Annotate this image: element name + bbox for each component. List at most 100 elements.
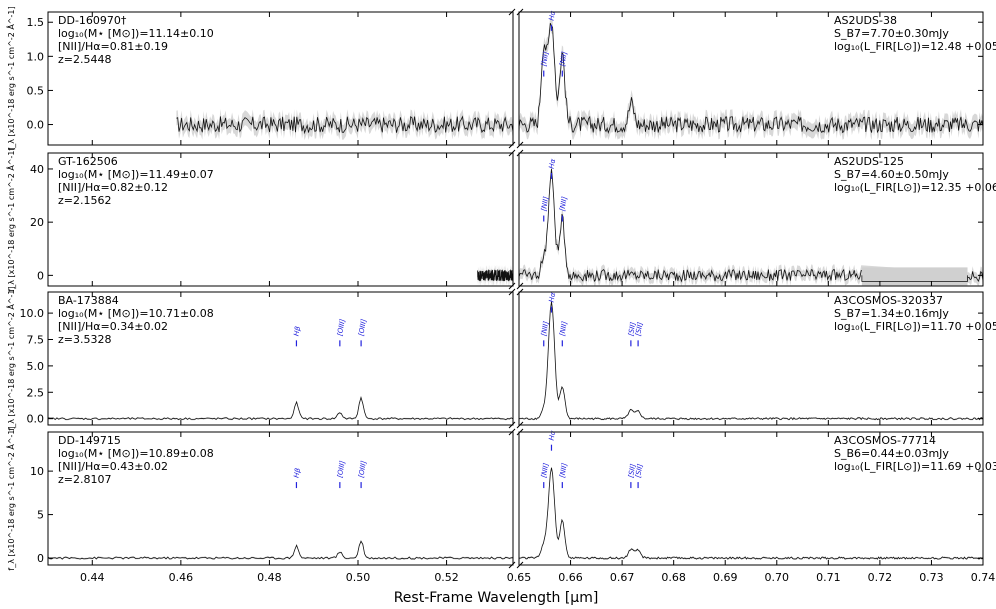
line-label-0: Hβ bbox=[293, 467, 303, 478]
frame-left bbox=[47, 11, 514, 146]
x-axis-label: Rest-Frame Wavelength [μm] bbox=[394, 590, 599, 606]
panel-annotation-left: GT-162506 bbox=[58, 155, 118, 168]
panel-annotation-left: DD-160970† bbox=[58, 14, 127, 27]
ytick-label: 5.0 bbox=[27, 360, 45, 373]
line-label-0: Hβ bbox=[293, 325, 303, 336]
spectrum-right bbox=[518, 301, 984, 421]
panel-annotation-left: z=2.1562 bbox=[58, 194, 111, 207]
gap-step bbox=[861, 275, 968, 282]
xtick-label: 0.73 bbox=[919, 571, 944, 584]
line-label-5: [NII] bbox=[558, 320, 568, 336]
panel-annotation-left: z=2.5448 bbox=[58, 53, 111, 66]
xtick-label: 0.69 bbox=[713, 571, 738, 584]
panel-BA-173884: Hβ [OIII] [OIII] Hα [NII] [NII] [SII][SII] 0.0 2… bbox=[5, 286, 996, 430]
ytick-label: 40 bbox=[30, 163, 44, 176]
panel-annotation-left: [NII]/Hα=0.43±0.02 bbox=[58, 460, 168, 473]
frame-right bbox=[518, 11, 984, 146]
break-mark-l0 bbox=[508, 149, 516, 157]
y-axis-label: f_λ [x10^-18 erg s^-1 cm^-2 Å^-1] bbox=[5, 6, 16, 150]
break-mark-l0 bbox=[508, 8, 516, 16]
y-axis-label: f_λ [x10^-18 erg s^-1 cm^-2 Å^-1] bbox=[5, 286, 16, 430]
panel-annotation-right: A3COSMOS-77714 bbox=[834, 434, 936, 447]
line-label-6: [SII] bbox=[627, 463, 637, 478]
line-label-3: Hα bbox=[548, 291, 558, 302]
frame-right bbox=[518, 152, 984, 287]
line-label-7: [SII] bbox=[634, 321, 644, 336]
spectrum-left bbox=[176, 115, 514, 135]
panel-annotation-left: log₁₀(M⋆ [M⊙])=11.49±0.07 bbox=[58, 168, 214, 181]
y-axis-label: f_λ [x10^-18 erg s^-1 cm^-2 Å^-1] bbox=[5, 426, 16, 570]
break-mark-l1 bbox=[508, 561, 516, 569]
xtick-label: 0.70 bbox=[765, 571, 790, 584]
panel-annotation-right: S_B7=7.70±0.30mJy bbox=[834, 27, 949, 40]
spectrum-right bbox=[518, 22, 984, 134]
x-axis: 0.44 0.46 0.48 0.50 0.52 0.65 0.66 0.67 0.68 0.69… bbox=[80, 571, 995, 584]
break-mark-r0 bbox=[516, 428, 524, 436]
panel-annotation-right: AS2UDS-125 bbox=[834, 155, 904, 168]
error-band-left bbox=[48, 396, 513, 421]
break-mark-l1 bbox=[508, 141, 516, 149]
xtick-label: 0.71 bbox=[816, 571, 841, 584]
line-label-4: [NII] bbox=[540, 320, 550, 336]
ytick-label: 5 bbox=[37, 509, 44, 522]
panels-group: Hα [NII] [NII] 0.0 0.5 1.0 1.5 f_λ [x10^-18 erg… bbox=[5, 6, 996, 570]
panel-annotation-right: S_B7=1.34±0.16mJy bbox=[834, 307, 949, 320]
panel-GT-162506: Hα [NII] [NII] 0 20 40 f_λ [x10^-18 erg s^-1 c… bbox=[5, 147, 996, 291]
frame-left bbox=[47, 431, 514, 566]
line-label-5: [NII] bbox=[558, 462, 568, 478]
xtick-label: 0.72 bbox=[868, 571, 893, 584]
panel-annotation-left: [NII]/Hα=0.82±0.12 bbox=[58, 181, 168, 194]
panel-annotation-right: log₁₀(L_FIR[L⊙])=12.48 +0.05 −0.06 bbox=[834, 40, 996, 53]
frame-right bbox=[518, 291, 984, 426]
frame-left bbox=[47, 152, 514, 287]
panel-annotation-left: [NII]/Hα=0.34±0.02 bbox=[58, 320, 168, 333]
line-label-1: [NII] bbox=[540, 51, 550, 67]
panel-annotation-right: log₁₀(L_FIR[L⊙])=11.70 +0.05 −0.06 bbox=[834, 320, 996, 333]
line-label-0: Hα bbox=[548, 158, 558, 169]
panel-annotation-right: A3COSMOS-320337 bbox=[834, 294, 943, 307]
ytick-label: 0.0 bbox=[27, 119, 45, 132]
break-mark-r1 bbox=[516, 282, 524, 290]
ytick-label: 10.0 bbox=[20, 307, 45, 320]
error-band-right bbox=[519, 15, 983, 140]
line-label-1: [OIII] bbox=[336, 460, 347, 479]
ytick-label: 1.5 bbox=[27, 16, 45, 29]
panel-annotation-right: log₁₀(L_FIR[L⊙])=11.69 +0.03 −0.03 bbox=[834, 460, 996, 473]
xtick-label: 0.74 bbox=[971, 571, 996, 584]
error-band-right bbox=[519, 466, 983, 560]
xtick-label: 0.67 bbox=[610, 571, 635, 584]
panel-annotation-left: [NII]/Hα=0.81±0.19 bbox=[58, 40, 168, 53]
line-label-2: [NII] bbox=[558, 196, 568, 212]
xtick-label: 0.44 bbox=[80, 571, 105, 584]
line-label-2: [OIII] bbox=[357, 318, 368, 337]
ytick-label: 1.0 bbox=[27, 50, 45, 63]
break-mark-r1 bbox=[516, 141, 524, 149]
panel-annotation-left: BA-173884 bbox=[58, 294, 119, 307]
ytick-label: 0.5 bbox=[27, 84, 45, 97]
ytick-label: 10 bbox=[30, 465, 44, 478]
xtick-label: 0.46 bbox=[169, 571, 194, 584]
panel-annotation-left: z=2.8107 bbox=[58, 473, 111, 486]
break-mark-l1 bbox=[508, 282, 516, 290]
line-label-0: Hα bbox=[548, 10, 558, 21]
panel-annotation-right: S_B7=4.60±0.50mJy bbox=[834, 168, 949, 181]
gap-band bbox=[861, 267, 968, 286]
line-label-1: [NII] bbox=[540, 196, 550, 212]
panel-DD-149715: Hβ [OIII] [OIII] Hα [NII] [NII] [SII][SII] 0 5 10… bbox=[5, 426, 996, 570]
ytick-label: 0 bbox=[37, 552, 44, 565]
xtick-label: 0.66 bbox=[558, 571, 583, 584]
panel-annotation-right: log₁₀(L_FIR[L⊙])=12.35 +0.06 −0.06 bbox=[834, 181, 996, 194]
spectrum-right bbox=[518, 168, 984, 283]
line-label-7: [SII] bbox=[634, 463, 644, 478]
line-label-3: Hα bbox=[548, 430, 558, 441]
xtick-label: 0.68 bbox=[661, 571, 686, 584]
panel-DD-160970: Hα [NII] [NII] 0.0 0.5 1.0 1.5 f_λ [x10^-18 erg… bbox=[5, 6, 996, 150]
spectrum-left bbox=[47, 540, 514, 560]
ytick-label: 0 bbox=[37, 269, 44, 282]
ytick-label: 2.5 bbox=[27, 386, 45, 399]
break-mark-r0 bbox=[516, 288, 524, 296]
panel-annotation-left: log₁₀(M⋆ [M⊙])=10.89±0.08 bbox=[58, 447, 214, 460]
ytick-label: 7.5 bbox=[27, 334, 45, 347]
xtick-label: 0.50 bbox=[346, 571, 371, 584]
